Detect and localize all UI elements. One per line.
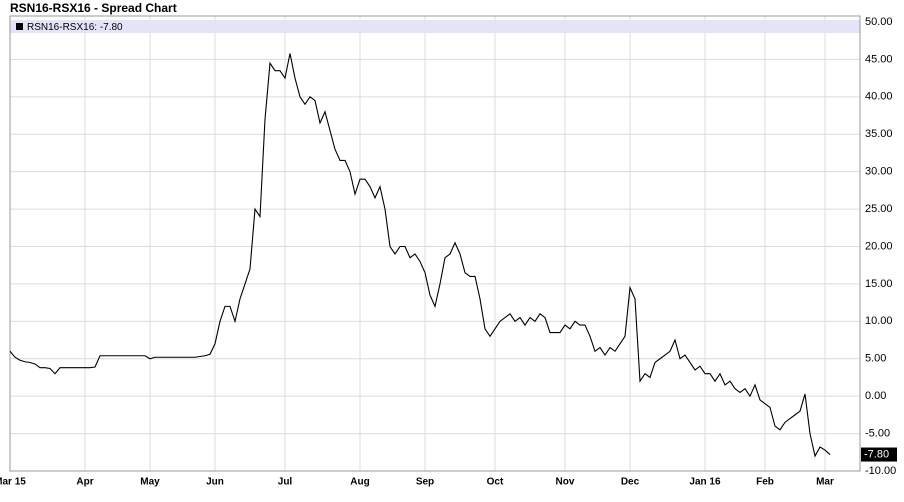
x-tick-label: Oct [487,477,504,488]
plot-frame [9,15,861,472]
legend-sep: : [94,22,100,33]
x-tick-label: Aug [350,477,369,488]
legend-last: -7.80 [100,22,123,33]
y-tick-label: 45.00 [865,53,893,65]
y-tick-label: 25.00 [865,203,893,215]
x-tick-label: Nov [556,477,575,488]
last-value-label: -7.80 [864,448,889,460]
y-tick-label: 10.00 [865,315,893,327]
y-tick-label: 35.00 [865,128,893,140]
x-tick-label: May [140,477,160,488]
y-tick-label: -5.00 [865,427,890,439]
y-tick-label: -10.00 [865,465,896,477]
x-tick-label: Apr [76,477,93,488]
y-tick-label: 20.00 [865,240,893,252]
x-tick-label: Jul [278,477,293,488]
line [9,53,831,458]
chart-title: RSN16-RSX16 - Spread Chart [10,1,177,15]
legend-name: RSN16-RSX16 [27,22,95,33]
legend-text: RSN16-RSX16: -7.80 [27,22,123,33]
last-value-box [861,447,897,462]
legend-swatch [16,23,23,30]
x-tick-label: Mar 15 [0,477,26,488]
x-tick-label: Jun [206,477,224,488]
y-tick-label: 15.00 [865,278,893,290]
y-tick-label: 50.00 [865,16,893,28]
x-tick-label: Mar [816,477,834,488]
y-tick-label: 0.00 [865,390,886,402]
legend-band [10,20,860,33]
x-tick-label: Feb [756,477,774,488]
y-tick-label: 5.00 [865,353,886,365]
y-tick-label: 30.00 [865,166,893,178]
y-tick-label: 40.00 [865,91,893,103]
x-tick-label: Sep [416,477,434,488]
x-tick-label: Dec [621,477,640,488]
x-tick-label: Jan 16 [689,477,721,488]
